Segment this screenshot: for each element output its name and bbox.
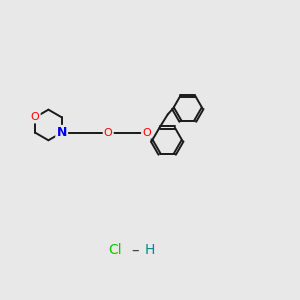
Text: H: H [145, 243, 155, 257]
Text: O: O [104, 128, 112, 138]
Text: O: O [31, 112, 40, 122]
Text: Cl: Cl [108, 243, 122, 257]
Text: N: N [56, 126, 67, 139]
Text: –: – [131, 243, 139, 258]
Text: O: O [142, 128, 151, 138]
